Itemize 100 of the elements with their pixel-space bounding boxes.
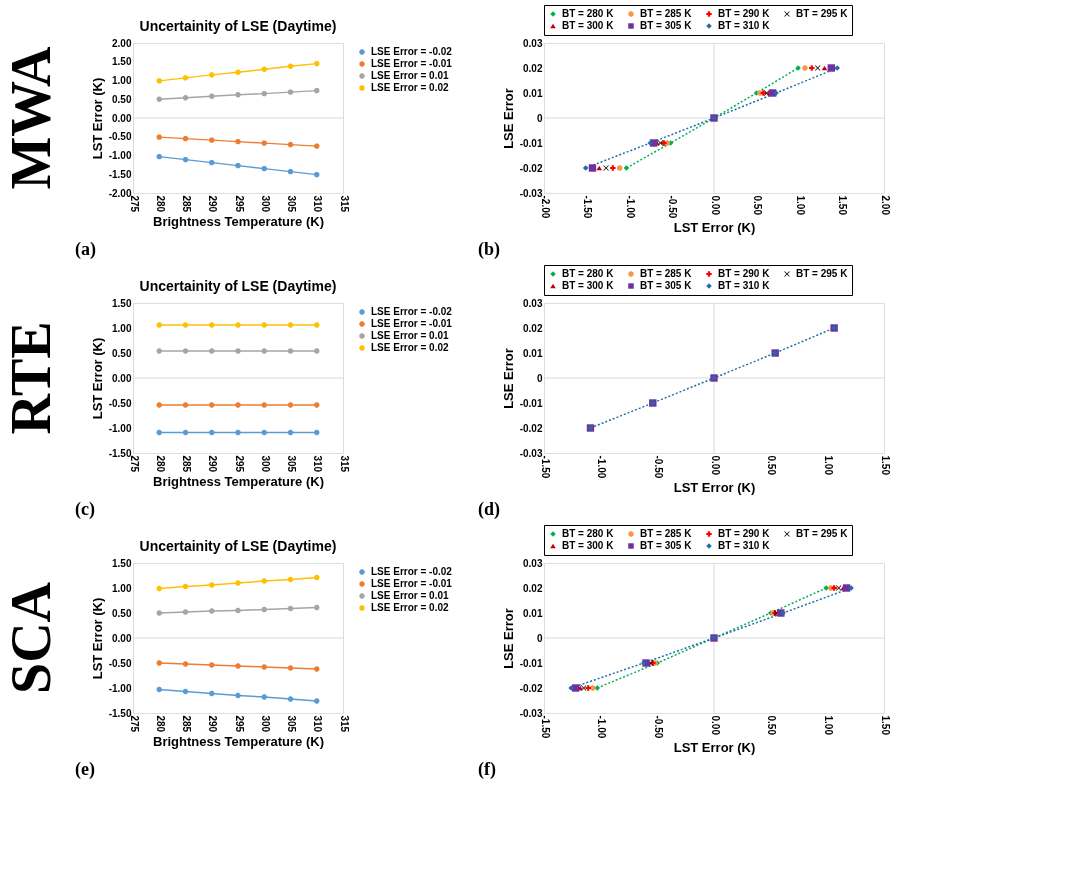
x-tick-label: 290 — [207, 455, 219, 473]
y-tick-label: -2.00 — [108, 187, 132, 199]
x-tick-label: 280 — [154, 195, 166, 213]
y-tick-label: 0.00 — [112, 372, 132, 384]
y-axis-title: LST Error (K) — [89, 597, 105, 680]
x-tick-label: 315 — [338, 195, 350, 213]
legend-label: BT = 285 K — [640, 8, 693, 19]
y-axis-title: LST Error (K) — [89, 77, 105, 160]
legend-label: LSE Error = 0.02 — [371, 602, 449, 613]
x-tick-label: -1.00 — [624, 195, 636, 219]
x-tick-label: 1.00 — [822, 455, 834, 476]
y-tick-label: -0.03 — [519, 447, 543, 459]
legend-label: BT = 295 K — [796, 8, 849, 19]
y-tick-label: 0.03 — [523, 557, 543, 569]
y-tick-label: 0.02 — [523, 62, 543, 74]
legend-label: LSE Error = -0.01 — [371, 58, 453, 69]
chart-title: Uncertainity of LSE (Daytime) — [139, 538, 337, 554]
y-tick-label: -0.03 — [519, 187, 543, 199]
text: (a) — [75, 239, 96, 260]
y-tick-label: -0.01 — [519, 657, 543, 669]
x-tick-label: 300 — [259, 715, 271, 733]
legend-label: LSE Error = -0.02 — [371, 566, 453, 577]
x-axis-title: Brightness Temperature (K) — [153, 734, 324, 750]
x-tick-label: 0.50 — [766, 715, 778, 736]
y-tick-label: -0.50 — [108, 397, 132, 409]
x-tick-label: 2.00 — [879, 195, 891, 216]
legend-label: BT = 290 K — [718, 8, 771, 19]
y-tick-label: 1.00 — [112, 75, 132, 86]
legend-label: BT = 300 K — [562, 540, 615, 551]
x-tick-label: 295 — [233, 195, 245, 213]
x-tick-label: 290 — [207, 195, 219, 213]
y-tick-label: 0.01 — [523, 607, 543, 619]
x-tick-label: 315 — [338, 455, 350, 473]
text: (b) — [478, 239, 500, 260]
legend-label: BT = 310 K — [718, 540, 771, 551]
y-tick-label: 0.01 — [523, 87, 543, 99]
legend-label: BT = 295 K — [796, 268, 849, 279]
y-tick-label: -0.01 — [519, 397, 543, 409]
x-tick-label: 300 — [259, 195, 271, 213]
x-axis-title: LST Error (K) — [673, 220, 756, 236]
y-tick-label: 0.03 — [523, 297, 543, 309]
y-tick-label: -1.00 — [108, 682, 132, 694]
x-tick-label: 0.00 — [709, 715, 721, 736]
y-tick-label: -0.02 — [519, 682, 543, 694]
x-tick-label: 310 — [312, 455, 324, 473]
x-tick-label: 300 — [259, 455, 271, 473]
legend-label: BT = 285 K — [640, 528, 693, 539]
x-tick-label: 315 — [338, 715, 350, 733]
x-tick-label: 295 — [233, 455, 245, 473]
x-tick-label: 0.00 — [709, 195, 721, 216]
text: SCA — [0, 581, 62, 695]
chart-title: Uncertainity of LSE (Daytime) — [139, 278, 337, 294]
y-tick-label: 1.00 — [112, 582, 132, 594]
y-tick-label: 1.00 — [112, 322, 132, 334]
legend-label: BT = 305 K — [640, 20, 693, 31]
x-tick-label: -0.50 — [652, 715, 664, 739]
y-tick-label: 0.50 — [112, 93, 132, 105]
x-axis-title: LST Error (K) — [673, 740, 756, 756]
y-tick-label: -1.50 — [108, 447, 132, 459]
x-tick-label: 0.50 — [766, 455, 778, 476]
x-tick-label: 280 — [154, 715, 166, 733]
y-tick-label: -0.02 — [519, 162, 543, 174]
x-tick-label: 0.50 — [752, 195, 763, 216]
y-tick-label: -1.00 — [108, 150, 132, 161]
x-tick-label: 285 — [181, 195, 192, 213]
legend-label: LSE Error = 0.02 — [371, 82, 449, 93]
x-tick-label: 310 — [312, 195, 324, 213]
legend-label: LSE Error = 0.01 — [371, 330, 449, 341]
chart-title: Uncertainity of LSE (Daytime) — [139, 18, 337, 34]
x-tick-label: 1.00 — [794, 195, 806, 216]
y-tick-label: -1.00 — [108, 422, 132, 434]
legend-label: BT = 305 K — [640, 540, 693, 551]
x-tick-label: 1.50 — [879, 715, 891, 736]
x-tick-label: 280 — [154, 455, 166, 473]
x-axis-title: LST Error (K) — [673, 480, 756, 496]
x-axis-title: Brightness Temperature (K) — [153, 474, 324, 490]
y-tick-label: 0 — [536, 632, 543, 644]
legend-label: BT = 280 K — [562, 8, 615, 19]
y-tick-label: -0.02 — [519, 422, 543, 434]
y-tick-label: 0.50 — [112, 347, 132, 359]
y-tick-label: 0.02 — [523, 582, 543, 594]
x-tick-label: 1.00 — [822, 715, 834, 736]
legend-label: LSE Error = 0.01 — [371, 70, 449, 81]
x-tick-label: 305 — [286, 455, 297, 473]
y-tick-label: -1.50 — [108, 707, 132, 719]
y-axis-title: LSE Error — [500, 348, 516, 409]
y-tick-label: 0.02 — [523, 322, 543, 334]
text: RTE — [0, 321, 62, 435]
y-tick-label: 0.50 — [112, 607, 132, 619]
y-tick-label: 0.03 — [523, 37, 543, 49]
legend-label: BT = 300 K — [562, 280, 615, 291]
x-tick-label: 0.00 — [709, 455, 721, 476]
text: (e) — [75, 759, 95, 780]
y-tick-label: 0.00 — [112, 112, 132, 124]
y-tick-label: 0.00 — [112, 632, 132, 644]
x-tick-label: 295 — [233, 715, 245, 733]
legend-label: BT = 280 K — [562, 528, 615, 539]
x-tick-label: -0.50 — [667, 195, 678, 219]
y-tick-label: 1.50 — [112, 297, 132, 309]
x-tick-label: 1.50 — [879, 455, 891, 476]
